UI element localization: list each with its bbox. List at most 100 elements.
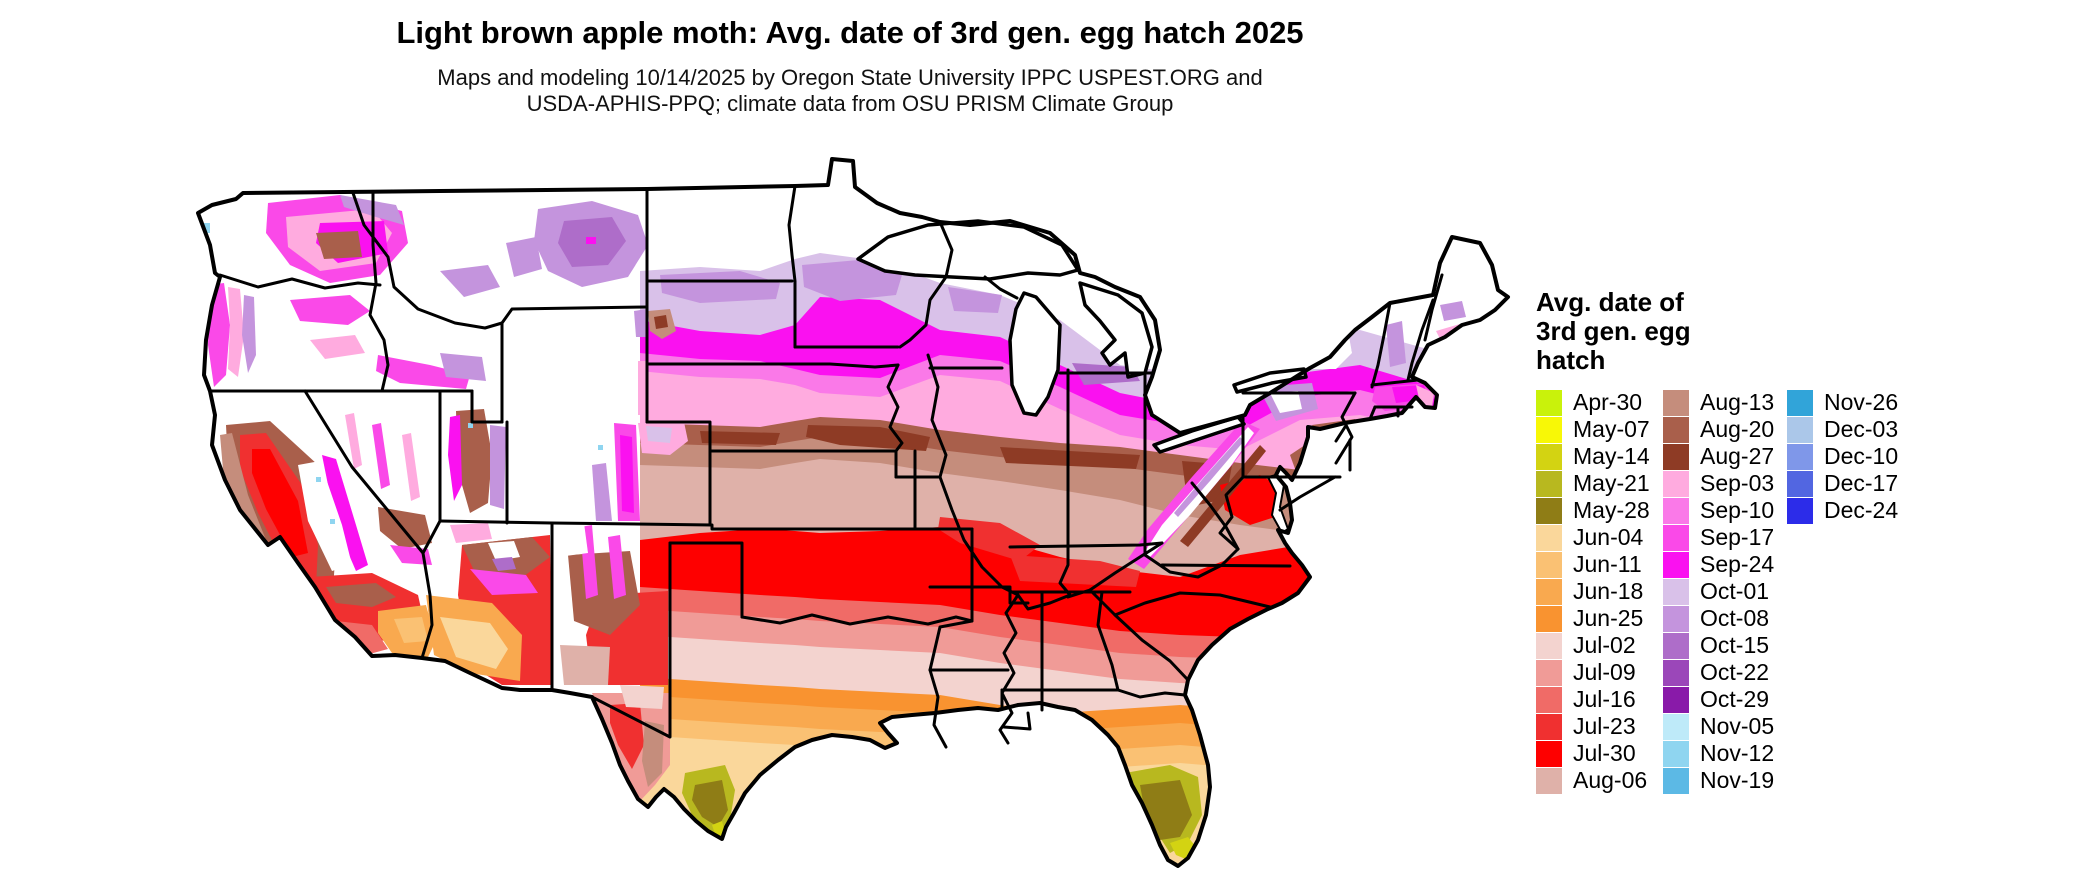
az-mogollon-magenta [470, 569, 538, 595]
patch-aug27-illinois [1000, 447, 1140, 469]
legend-label-oct-22: Oct-22 [1700, 659, 1770, 686]
az-tan-core [440, 617, 508, 669]
legend-item: Oct-29 [1663, 686, 1774, 713]
legend-label-nov-19: Nov-19 [1700, 767, 1775, 794]
legend-label-aug-20: Aug-20 [1700, 416, 1775, 443]
legend-swatch-sep-17 [1663, 524, 1689, 551]
patch-oct08-wisconsin [948, 287, 1002, 313]
fl-keys-2 [1156, 872, 1168, 878]
legend-item: May-21 [1536, 470, 1650, 497]
mt-magenta-speck [586, 237, 596, 244]
legend-swatch-aug-20 [1663, 416, 1689, 443]
fl-keys-1 [1135, 869, 1149, 875]
legend-item: Jul-23 [1536, 713, 1650, 740]
legend-label-jun-04: Jun-04 [1573, 524, 1644, 551]
co-sangre-purple [592, 463, 612, 521]
legend-swatch-dec-17 [1787, 470, 1813, 497]
tx-south-olive-dark [692, 780, 728, 827]
legend-label-oct-08: Oct-08 [1700, 605, 1770, 632]
legend-item: Dec-24 [1787, 497, 1898, 524]
ut-wasatch-brown [456, 409, 492, 513]
legend-swatch-jun-04 [1536, 524, 1562, 551]
or-cascade-purple [242, 295, 256, 373]
nv-south-brown [378, 507, 432, 549]
legend-swatch-oct-29 [1663, 686, 1689, 713]
us-outline [196, 157, 1510, 868]
az-peaks-white [488, 541, 520, 561]
legend-label-dec-17: Dec-17 [1824, 470, 1899, 497]
legend-item: Sep-03 [1663, 470, 1774, 497]
legend-swatch-dec-10 [1787, 443, 1813, 470]
legend-swatch-jun-11 [1536, 551, 1562, 578]
co-cyan-speck [598, 445, 603, 450]
legend-label-aug-13: Aug-13 [1700, 389, 1775, 416]
socal-desert-tan [394, 617, 428, 643]
wy-e-fringe [638, 361, 646, 415]
legend-swatch-dec-24 [1787, 497, 1813, 524]
legend-title-line-2: 3rd gen. egg [1536, 316, 1691, 347]
legend-item: May-07 [1536, 416, 1650, 443]
az-peaks-purple [492, 557, 516, 571]
mt-purple-blob-west [506, 237, 542, 277]
legend-swatch-jul-30 [1536, 740, 1562, 767]
legend-item: Aug-20 [1663, 416, 1774, 443]
legend-swatch-jun-25 [1536, 605, 1562, 632]
legend-swatch-oct-22 [1663, 659, 1689, 686]
us-choropleth-map [196, 157, 1510, 878]
legend-label-jun-25: Jun-25 [1573, 605, 1644, 632]
legend-label-oct-15: Oct-15 [1700, 632, 1770, 659]
legend-item: Aug-13 [1663, 389, 1774, 416]
co-rockies-white [520, 421, 618, 523]
nm-white-nw [554, 523, 588, 557]
ut-east-purple [490, 425, 506, 509]
legend-label-aug-06: Aug-06 [1573, 767, 1648, 794]
wy-ne-fringe [634, 309, 646, 337]
id-se-purple [440, 353, 486, 381]
legend-swatch-jul-09 [1536, 659, 1562, 686]
or-central-patches [290, 295, 370, 325]
purple-maine-dots [1440, 301, 1466, 321]
patch-oct08-minnesota [802, 259, 902, 301]
nv-range-1 [345, 413, 362, 469]
legend-item: Sep-17 [1663, 524, 1774, 551]
purple-adirondack-rim [1290, 321, 1342, 343]
legend-item: May-14 [1536, 443, 1650, 470]
patch-white-poconos [1270, 391, 1302, 413]
legend-swatch-may-14 [1536, 443, 1562, 470]
map-subtitle: Maps and modeling 10/14/2025 by Oregon S… [0, 65, 1700, 117]
legend-item: May-28 [1536, 497, 1650, 524]
ca-valley-red-core [252, 449, 308, 557]
legend-swatch-sep-03 [1663, 470, 1689, 497]
legend-item: Dec-17 [1787, 470, 1898, 497]
legend-label-dec-24: Dec-24 [1824, 497, 1899, 524]
or-east-patches [310, 335, 365, 359]
legend-label-jul-16: Jul-16 [1573, 686, 1636, 713]
legend-column-2: Aug-13 Aug-20 Aug-27 Sep-03 Sep-10 Sep-17 Sep-… [1663, 389, 1774, 794]
legend-item: Oct-01 [1663, 578, 1774, 605]
legend-label-jun-18: Jun-18 [1573, 578, 1644, 605]
legend-swatch-nov-12 [1663, 740, 1689, 767]
legend-label-may-21: May-21 [1573, 470, 1650, 497]
map-raster [198, 159, 1508, 878]
legend-item: Jun-11 [1536, 551, 1650, 578]
legend-item: Nov-26 [1787, 389, 1898, 416]
legend-label-sep-24: Sep-24 [1700, 551, 1775, 578]
band-jun-04 [640, 735, 1508, 866]
legend-item: Jun-18 [1536, 578, 1650, 605]
legend-item: Oct-15 [1663, 632, 1774, 659]
great-lakes [856, 219, 1308, 454]
sierra-cyan-speck-1 [316, 477, 321, 482]
legend-swatch-may-21 [1536, 470, 1562, 497]
legend-swatch-may-28 [1536, 497, 1562, 524]
legend-item: Nov-19 [1663, 767, 1774, 794]
legend-item: Apr-30 [1536, 389, 1650, 416]
legend-item: Sep-10 [1663, 497, 1774, 524]
map-title: Light brown apple moth: Avg. date of 3rd… [396, 15, 1304, 50]
legend-label-may-14: May-14 [1573, 443, 1650, 470]
west-texas-palepink [620, 685, 664, 709]
legend-item: Dec-10 [1787, 443, 1898, 470]
appalachian-purple-streak [1174, 437, 1244, 517]
legend-label-aug-27: Aug-27 [1700, 443, 1775, 470]
co-frontrange-magenta-core [620, 435, 634, 513]
legend-title-line-3: hatch [1536, 345, 1606, 376]
